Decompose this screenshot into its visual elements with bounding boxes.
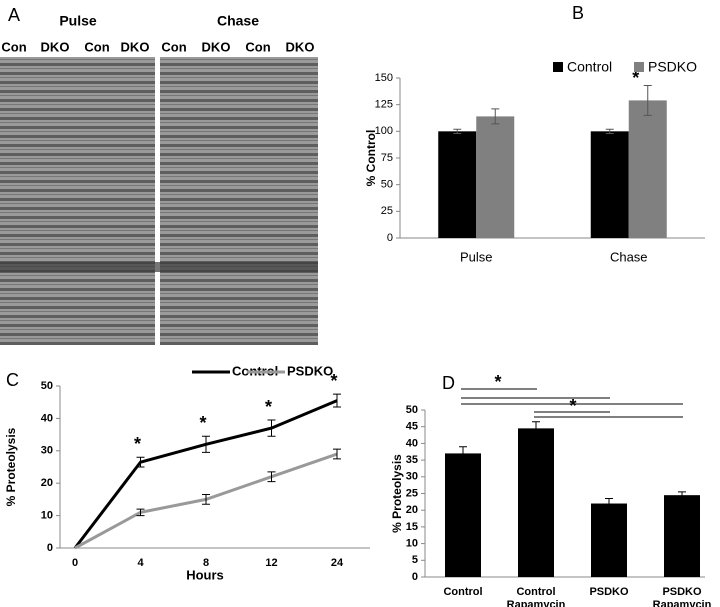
annotation: * xyxy=(632,68,639,88)
panel-label: C xyxy=(6,370,19,390)
lane-label: Con xyxy=(84,39,109,54)
legend-label: PSDKO xyxy=(648,59,697,75)
y-tick-label: 45 xyxy=(406,421,418,433)
lane-label: Con xyxy=(245,39,270,54)
y-tick-label: 40 xyxy=(41,412,53,424)
y-tick-label: 30 xyxy=(41,445,53,457)
lane-label: Con xyxy=(161,39,186,54)
y-tick-label: 0 xyxy=(387,232,393,244)
error-bar xyxy=(605,498,613,510)
panel-label: B xyxy=(572,3,584,23)
legend-swatch xyxy=(634,62,644,72)
error-bar xyxy=(333,448,341,460)
error-bar xyxy=(532,421,540,436)
lane-label: DKO xyxy=(121,39,150,54)
y-tick-label: 100 xyxy=(375,125,393,137)
y-tick-label: 25 xyxy=(406,487,418,499)
annotation: * xyxy=(569,396,576,416)
error-bar xyxy=(202,435,210,453)
y-tick-label: 150 xyxy=(375,72,393,84)
error-bar xyxy=(605,128,614,134)
x-tick-label: Chase xyxy=(610,249,648,264)
bar xyxy=(445,453,481,577)
gel-image xyxy=(160,57,318,345)
y-tick-label: 50 xyxy=(381,179,393,191)
error-bar xyxy=(453,128,462,134)
y-axis-label: % Proteolysis xyxy=(390,454,404,533)
lane-label: Con xyxy=(1,39,26,54)
y-tick-label: 35 xyxy=(406,454,418,466)
error-bar xyxy=(333,393,341,408)
y-tick-label: 20 xyxy=(41,477,53,489)
gel-group: Chase xyxy=(217,13,259,29)
y-tick-label: 30 xyxy=(406,471,418,483)
gel-image xyxy=(0,57,155,345)
y-axis-label: % Control xyxy=(364,130,378,187)
y-tick-label: 0 xyxy=(412,571,418,583)
y-tick-label: 25 xyxy=(381,205,393,217)
x-tick-label: Control Rapamycin xyxy=(506,586,566,607)
lane-label: DKO xyxy=(41,39,70,54)
gel-group: Pulse xyxy=(59,13,97,29)
y-tick-label: 125 xyxy=(375,99,393,111)
error-bar xyxy=(643,84,652,116)
x-tick-label: 0 xyxy=(72,557,78,569)
error-bar xyxy=(459,446,467,461)
x-tick-label: PSDKO Rapamycin xyxy=(652,586,712,607)
panel-label: A xyxy=(8,5,20,25)
bar xyxy=(628,100,667,239)
annotation: * xyxy=(494,372,501,392)
y-tick-label: 20 xyxy=(406,504,418,516)
y-axis-label: % Proteolysis xyxy=(4,427,18,506)
legend-label: Control xyxy=(567,59,612,75)
error-bar xyxy=(136,508,145,517)
y-tick-label: 0 xyxy=(47,542,53,554)
x-axis-label: Hours xyxy=(186,567,224,582)
annotation: * xyxy=(134,434,141,454)
annotation: * xyxy=(199,413,206,433)
panel-label: D xyxy=(442,373,455,393)
y-tick-label: 10 xyxy=(41,510,53,522)
x-tick-label: 8 xyxy=(203,557,209,569)
x-tick-label: 4 xyxy=(137,557,144,569)
error-bar xyxy=(491,108,500,125)
error-bar xyxy=(678,491,686,500)
y-tick-label: 5 xyxy=(412,554,418,566)
y-tick-label: 50 xyxy=(41,380,53,392)
annotation: * xyxy=(330,371,337,391)
x-tick-label: Control xyxy=(443,586,483,598)
bar xyxy=(438,131,477,238)
y-tick-label: 50 xyxy=(406,404,418,416)
bar xyxy=(664,495,700,577)
annotation: * xyxy=(265,397,272,417)
legend-swatch xyxy=(553,62,563,72)
error-bar xyxy=(136,456,145,468)
y-tick-label: 10 xyxy=(406,538,418,550)
x-tick-label: 24 xyxy=(331,557,344,569)
error-bar xyxy=(267,471,276,483)
y-tick-label: 15 xyxy=(406,521,418,533)
bar xyxy=(476,116,515,238)
gel-band xyxy=(0,262,318,272)
legend-label: PSDKO xyxy=(287,363,333,378)
bar xyxy=(590,131,629,238)
lane-label: DKO xyxy=(286,39,315,54)
error-bar xyxy=(202,494,210,505)
y-tick-label: 75 xyxy=(381,152,393,164)
x-tick-label: 12 xyxy=(265,557,277,569)
x-tick-label: Pulse xyxy=(460,249,493,264)
y-tick-label: 40 xyxy=(406,437,418,449)
bar xyxy=(518,428,554,577)
error-bar xyxy=(267,419,276,437)
lane-label: DKO xyxy=(202,39,231,54)
bar xyxy=(591,503,627,577)
x-tick-label: PSDKO xyxy=(589,586,629,598)
